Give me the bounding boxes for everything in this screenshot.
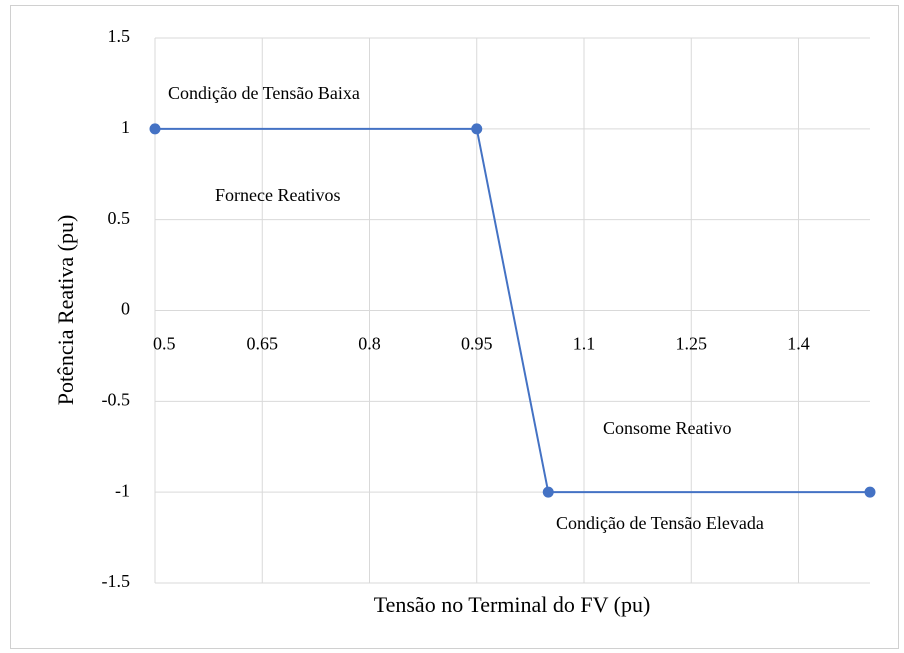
chart-border xyxy=(10,5,899,649)
x-tick-label: 1.25 xyxy=(676,334,708,354)
x-tick-label: 1.4 xyxy=(787,334,810,354)
annotation: Condição de Tensão Elevada xyxy=(556,513,764,533)
x-tick-label: 1.1 xyxy=(573,334,596,354)
data-point xyxy=(864,486,876,498)
y-tick-label: -1 xyxy=(115,480,130,500)
y-tick-label: 0 xyxy=(121,299,130,319)
data-point xyxy=(471,123,483,135)
annotation: Condição de Tensão Baixa xyxy=(168,83,360,103)
y-axis-label: Potência Reativa (pu) xyxy=(53,215,78,406)
y-tick-label: 1 xyxy=(121,117,130,137)
y-tick-label: 0.5 xyxy=(108,208,131,228)
y-tick-label: -1.5 xyxy=(102,571,131,591)
y-tick-label: -0.5 xyxy=(102,389,131,409)
y-tick-label: 1.5 xyxy=(108,26,131,46)
annotation: Fornece Reativos xyxy=(215,185,340,205)
x-tick-label: 0.5 xyxy=(153,334,176,354)
x-tick-label: 0.8 xyxy=(358,334,381,354)
annotation: Consome Reativo xyxy=(603,418,732,438)
x-tick-label: 0.95 xyxy=(461,334,493,354)
data-point xyxy=(149,123,161,135)
x-axis-label: Tensão no Terminal do FV (pu) xyxy=(374,592,651,617)
data-point xyxy=(542,486,554,498)
data-line xyxy=(155,127,870,494)
x-tick-label: 0.65 xyxy=(247,334,279,354)
